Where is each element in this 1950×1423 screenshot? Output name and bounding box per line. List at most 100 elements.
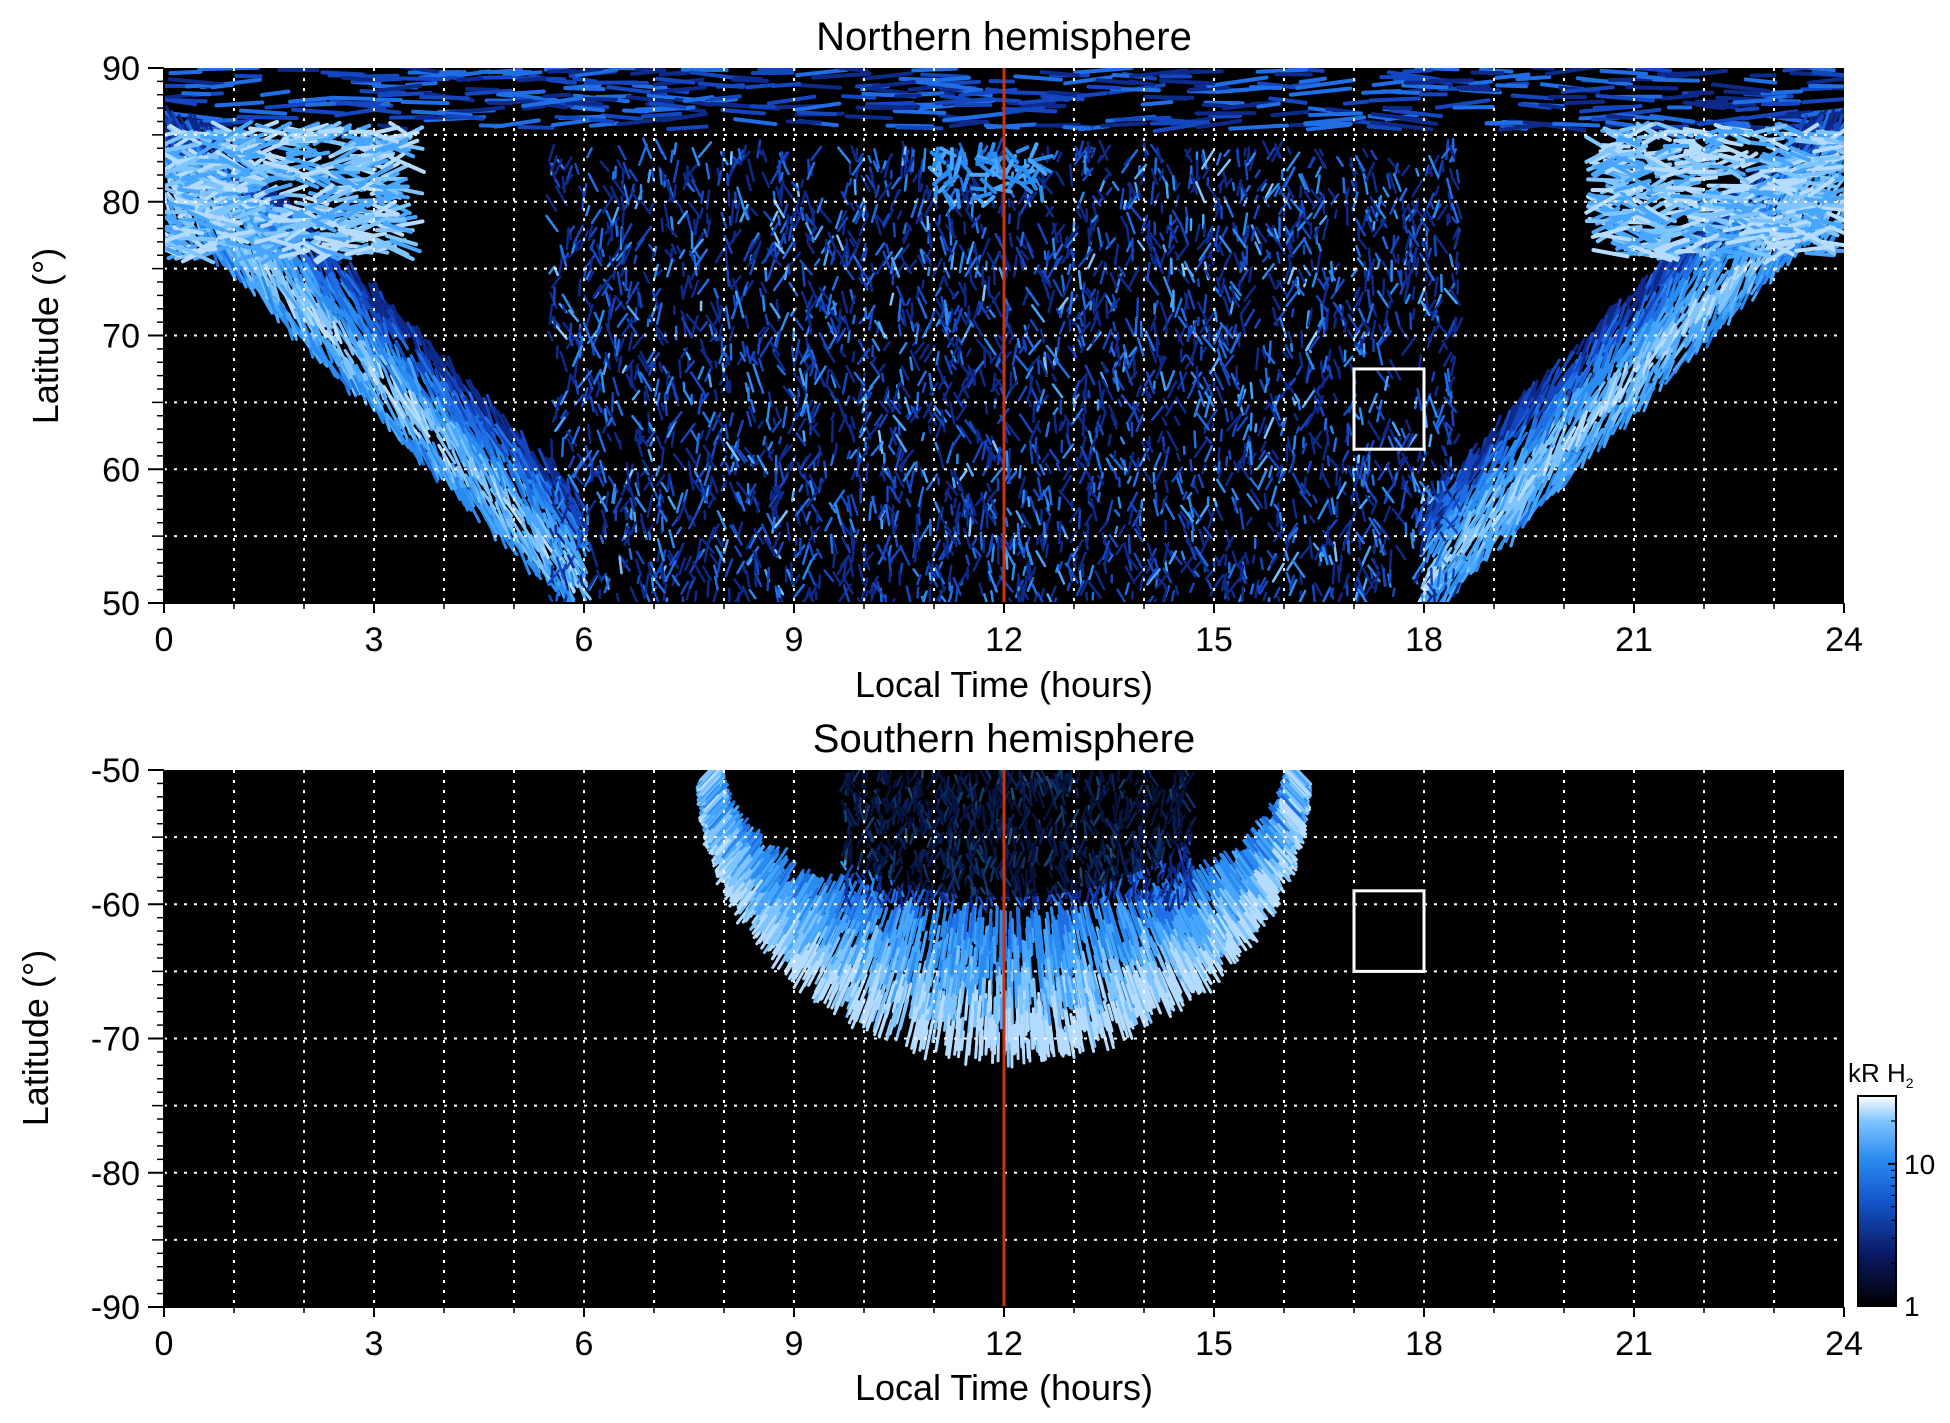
north-emission-stroke: [378, 301, 391, 319]
north-emission-stroke: [1625, 286, 1641, 307]
north-emission-stroke: [494, 423, 517, 453]
north-emission-stroke: [522, 454, 536, 472]
north-emission-stroke: [709, 101, 745, 109]
north-emission-stroke: [1557, 436, 1574, 459]
north-emission-stroke: [1485, 486, 1501, 508]
north-emission-stroke: [1095, 78, 1137, 86]
north-emission-stroke: [916, 586, 920, 599]
north-emission-stroke: [689, 70, 735, 80]
north-emission-stroke: [1187, 85, 1230, 92]
north-emission-stroke: [625, 94, 675, 105]
north-emission-stroke: [447, 355, 463, 392]
north-emission-stroke: [1425, 542, 1434, 564]
north-emission-stroke: [1649, 114, 1696, 124]
north-emission-stroke: [963, 221, 967, 235]
north-emission-stroke: [270, 274, 282, 306]
north-emission-stroke: [952, 158, 956, 169]
north-emission-stroke: [359, 382, 376, 413]
north-emission-stroke: [1576, 353, 1598, 384]
north-emission-stroke: [344, 356, 354, 376]
north-emission-stroke: [386, 309, 405, 340]
north-emission-stroke: [1386, 70, 1440, 82]
north-emission-stroke: [488, 506, 504, 538]
north-emission-stroke: [266, 262, 284, 285]
north-emission-stroke: [1035, 446, 1040, 465]
north-emission-stroke: [314, 338, 324, 358]
north-emission-stroke: [386, 364, 406, 398]
north-emission-stroke: [1127, 79, 1155, 87]
north-emission-stroke: [411, 391, 421, 416]
north-emission-stroke: [238, 108, 288, 116]
north-emission-stroke: [336, 309, 350, 331]
north-emission-stroke: [1150, 95, 1189, 101]
north-emission-stroke: [894, 535, 899, 548]
north-emission-stroke: [725, 374, 730, 394]
north-emission-stroke: [1620, 405, 1633, 427]
north-emission-stroke: [1112, 449, 1117, 460]
north-emission-stroke: [754, 575, 758, 588]
north-emission-stroke: [1057, 496, 1062, 511]
north-emission-stroke: [1647, 285, 1664, 311]
north-emission-stroke: [303, 283, 317, 305]
north-emission-stroke: [1477, 506, 1494, 534]
north-emission-stroke: [1738, 272, 1757, 299]
north-emission-stroke: [1017, 96, 1075, 106]
north-emission-stroke: [660, 217, 664, 232]
north-emission-stroke: [928, 571, 932, 581]
north-emission-stroke: [1475, 549, 1485, 573]
north-emission-stroke: [376, 360, 385, 379]
north-emission-stroke: [1033, 436, 1038, 450]
north-emission-stroke: [182, 236, 217, 242]
north-emission-stroke: [344, 272, 363, 297]
north-emission-stroke: [1433, 236, 1438, 257]
north-emission-stroke: [557, 527, 580, 559]
north-emission-stroke: [423, 375, 432, 395]
north-emission-stroke: [1531, 477, 1543, 502]
north-emission-stroke: [420, 427, 432, 448]
north-emission-stroke: [304, 101, 337, 107]
north-emission-stroke: [1276, 372, 1281, 382]
north-emission-stroke: [1509, 425, 1527, 457]
north-emission-stroke: [328, 297, 346, 318]
north-emission-stroke: [469, 399, 493, 433]
north-emission-stroke: [1661, 226, 1684, 234]
north-emission-stroke: [1249, 412, 1253, 432]
north-emission-stroke: [1530, 68, 1556, 71]
north-emission-stroke: [1605, 308, 1613, 326]
north-emission-stroke: [983, 123, 1020, 130]
north-emission-stroke: [306, 333, 326, 365]
north-emission-stroke: [362, 284, 380, 316]
north-emission-stroke: [1217, 447, 1221, 463]
north-emission-stroke: [479, 469, 489, 488]
north-emission-stroke: [1540, 390, 1561, 427]
north-emission-stroke: [1381, 277, 1386, 298]
north-emission-stroke: [1694, 294, 1711, 324]
north-emission-stroke: [1043, 250, 1047, 261]
north-emission-stroke: [1366, 124, 1403, 131]
north-emission-stroke: [1327, 348, 1332, 362]
north-emission-stroke: [708, 94, 742, 102]
north-emission-stroke: [1512, 396, 1534, 432]
north-emission-stroke: [1442, 489, 1463, 518]
north-emission-stroke: [167, 77, 225, 87]
north-emission-stroke: [762, 435, 767, 446]
north-emission-stroke: [1775, 238, 1802, 246]
north-emission-stroke: [1411, 285, 1416, 301]
north-emission-stroke: [1435, 549, 1448, 567]
north-emission-stroke: [1440, 478, 1461, 503]
north-emission-stroke: [231, 258, 248, 289]
north-emission-stroke: [1600, 343, 1627, 377]
north-emission-stroke: [1591, 322, 1610, 358]
north-emission-stroke: [621, 211, 625, 227]
north-emission-stroke: [1660, 231, 1683, 239]
north-emission-stroke: [560, 436, 565, 458]
north-title: Northern hemisphere: [816, 15, 1192, 59]
north-emission-stroke: [164, 209, 188, 215]
north-emission-stroke: [1552, 451, 1567, 485]
north-emission-stroke: [865, 101, 915, 107]
north-emission-stroke: [1560, 380, 1572, 400]
north-emission-stroke: [1682, 287, 1695, 304]
north-emission-stroke: [1459, 559, 1472, 575]
north-emission-stroke: [1228, 123, 1290, 131]
north-emission-stroke: [1626, 68, 1672, 73]
